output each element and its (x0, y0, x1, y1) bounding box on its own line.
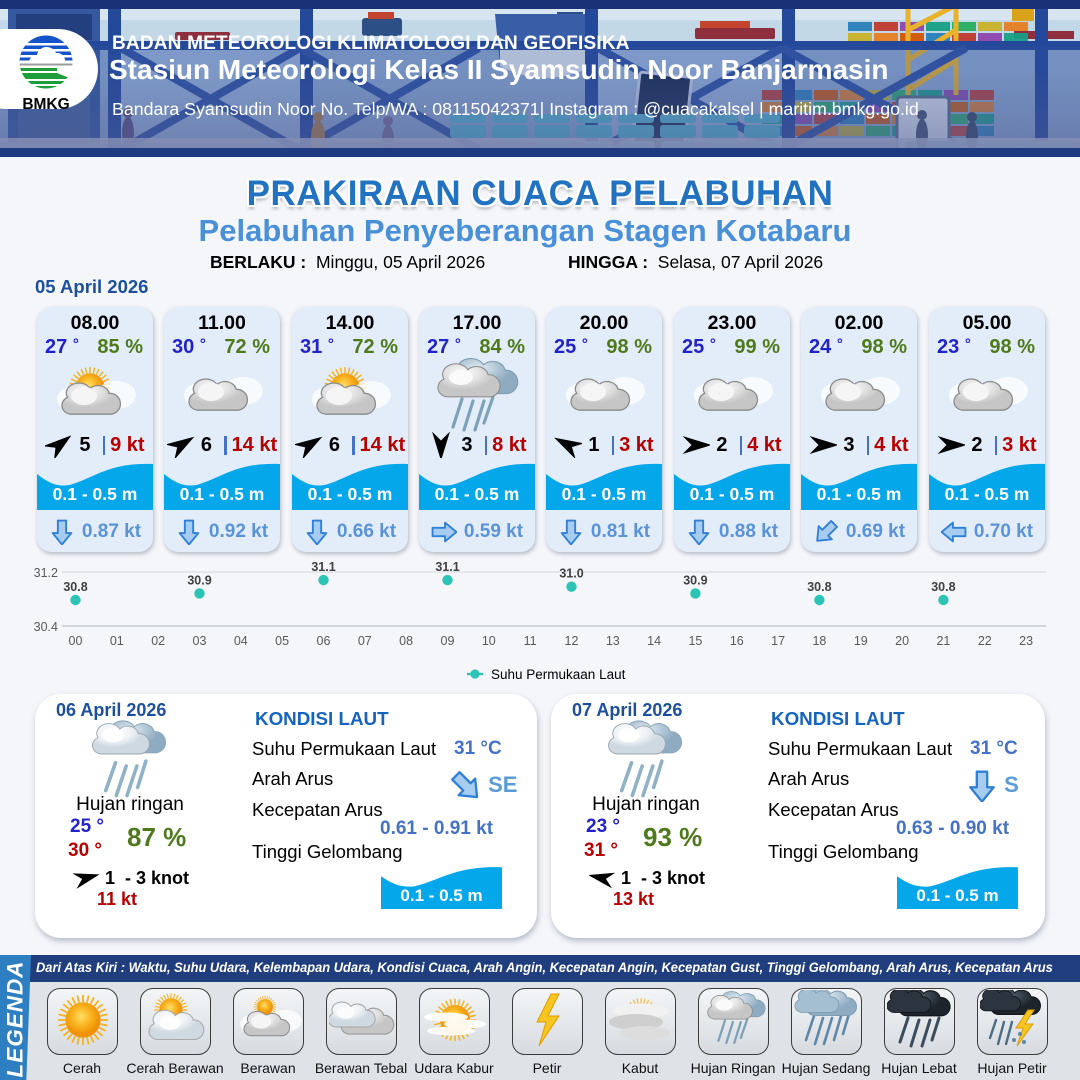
svg-text:06: 06 (317, 634, 331, 648)
svg-text:19: 19 (854, 634, 868, 648)
svg-text:07: 07 (358, 634, 372, 648)
svg-text:10: 10 (482, 634, 496, 648)
svg-text:09: 09 (441, 634, 455, 648)
svg-text:30.9: 30.9 (683, 573, 707, 587)
svg-text:BMKG: BMKG (22, 96, 69, 113)
svg-text:31.1: 31.1 (435, 560, 459, 574)
svg-text:01: 01 (110, 634, 124, 648)
svg-text:31.2: 31.2 (34, 566, 58, 580)
svg-text:22: 22 (978, 634, 992, 648)
svg-text:Suhu Permukaan Laut: Suhu Permukaan Laut (491, 667, 626, 682)
svg-text:30.8: 30.8 (931, 580, 955, 594)
svg-text:23: 23 (1019, 634, 1033, 648)
svg-text:13: 13 (606, 634, 620, 648)
svg-text:30.8: 30.8 (807, 580, 831, 594)
svg-text:21: 21 (936, 634, 950, 648)
svg-text:11: 11 (524, 634, 537, 648)
svg-text:05: 05 (275, 634, 289, 648)
svg-text:08: 08 (399, 634, 413, 648)
svg-text:12: 12 (565, 634, 579, 648)
svg-text:31.0: 31.0 (559, 567, 583, 581)
svg-text:03: 03 (193, 634, 207, 648)
svg-text:15: 15 (688, 634, 702, 648)
svg-text:20: 20 (895, 634, 909, 648)
svg-text:30.9: 30.9 (187, 573, 211, 587)
svg-text:02: 02 (151, 634, 165, 648)
svg-text:17: 17 (771, 634, 785, 648)
svg-text:00: 00 (69, 634, 83, 648)
svg-text:30.8: 30.8 (63, 580, 87, 594)
svg-text:14: 14 (647, 634, 661, 648)
svg-text:30.4: 30.4 (34, 620, 58, 634)
svg-text:31.1: 31.1 (311, 560, 335, 574)
svg-text:16: 16 (730, 634, 744, 648)
svg-text:04: 04 (234, 634, 248, 648)
svg-text:18: 18 (812, 634, 826, 648)
